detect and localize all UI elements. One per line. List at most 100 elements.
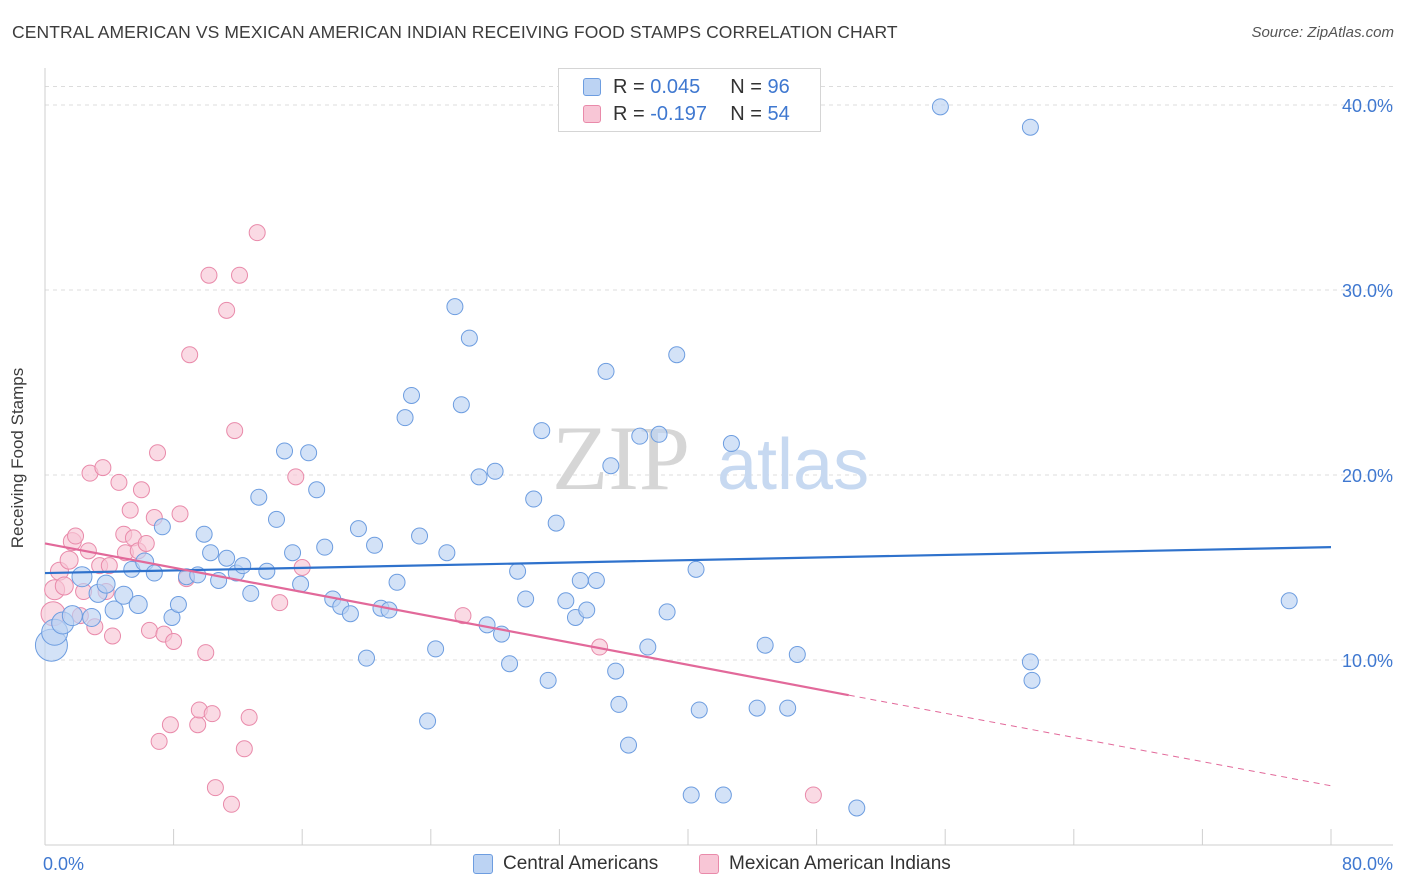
chart-title: CENTRAL AMERICAN VS MEXICAN AMERICAN IND… [12,22,898,42]
point-central-americans [517,590,535,608]
legend-r-value: -0.197 [650,102,707,125]
point-central-americans [722,435,740,453]
point-mexican-american-indians [197,644,215,662]
point-central-americans [300,444,318,462]
point-central-americans [438,544,456,562]
point-central-americans [931,98,949,116]
point-central-americans [533,422,551,440]
watermark-zip: ZIP [552,407,690,509]
point-central-americans [788,645,806,663]
point-central-americans [169,596,187,613]
point-central-americans [587,571,605,589]
point-central-americans [748,699,766,717]
gridlines [45,86,1393,661]
legend-swatch-pink [583,105,601,123]
point-central-americans [682,786,700,804]
legend-n-value: 54 [767,102,790,125]
bottom-legend-label: Mexican American Indians [729,853,951,874]
trend-lines [44,542,1332,787]
point-central-americans [202,544,220,562]
point-mexican-american-indians [54,576,74,596]
point-central-americans [610,695,628,713]
point-mexican-american-indians [454,607,472,625]
point-central-americans [403,386,421,404]
y-tick-label: 40.0% [1342,96,1393,116]
bottom-legend-swatch-blue [473,854,493,874]
point-mexican-american-indians [231,266,249,284]
point-central-americans [71,566,93,588]
point-mexican-american-indians [59,550,79,570]
legend-r-label: R = [613,75,645,98]
point-central-americans [114,585,134,605]
point-central-americans [82,607,102,627]
point-central-americans [620,736,638,754]
point-mexican-american-indians [104,627,122,645]
y-tick-label: 10.0% [1342,651,1393,671]
point-mexican-american-indians [271,594,289,612]
bottom-legend-label: Central Americans [503,853,659,874]
point-central-americans [218,549,236,567]
legend-row-mexican-american-indians: R = -0.197 N = 54 [583,102,790,126]
point-central-americans [128,595,148,614]
point-central-americans [419,712,437,730]
point-central-americans [602,457,620,475]
point-central-americans [250,488,268,506]
point-mexican-american-indians [804,786,822,804]
point-central-americans [366,536,384,554]
point-central-americans [388,573,406,591]
y-tick-label: 30.0% [1342,281,1393,301]
x-tick-label: 80.0% [1342,854,1393,874]
point-central-americans [316,538,334,556]
point-central-americans [145,564,163,582]
point-mexican-american-indians [137,534,155,552]
point-mexican-american-indians [235,740,253,758]
legend-n-label: N = [730,75,762,98]
y-tick-label: 20.0% [1342,466,1393,486]
point-mexican-american-indians [287,468,305,486]
point-mexican-american-indians [248,224,266,242]
trend-line-mexican-american-indians [44,542,849,697]
point-central-americans [578,601,596,619]
legend-swatch-blue [583,78,601,96]
point-central-americans [557,592,575,610]
point-central-americans [61,605,83,627]
point-central-americans [1023,671,1041,689]
bottom-legend-mexican-american-indians: Mexican American Indians [699,851,951,877]
point-mexican-american-indians [189,716,207,734]
correlation-legend: R = 0.045 N = 96 R = -0.197 N = 54 [558,68,821,132]
point-mexican-american-indians [222,795,240,813]
point-central-americans [848,799,866,817]
point-central-americans [756,636,774,654]
point-central-americans [1021,653,1039,671]
bottom-legend-central-americans: Central Americans [473,851,658,877]
point-central-americans [509,562,527,580]
point-central-americans [396,409,414,427]
point-central-americans [714,786,732,804]
watermark-atlas: atlas [717,425,869,505]
point-central-americans [276,442,294,460]
point-central-americans [658,603,676,621]
point-mexican-american-indians [94,459,112,477]
point-central-americans [242,584,260,602]
point-central-americans [470,468,488,486]
point-central-americans [96,574,116,594]
point-central-americans [547,514,565,532]
point-mexican-american-indians [100,557,118,575]
point-central-americans [571,571,589,589]
point-central-americans [668,346,686,364]
point-mexican-american-indians [161,716,179,734]
bottom-legend-swatch-pink [699,854,719,874]
point-central-americans [267,510,285,528]
trend-line-central-americans [44,546,1332,575]
point-central-americans [1280,592,1298,610]
point-central-americans [690,701,708,719]
point-central-americans [631,427,649,445]
legend-n-value: 96 [767,75,790,98]
legend-r-value: 0.045 [650,75,701,98]
point-central-americans [779,699,797,717]
point-central-americans [639,638,657,656]
point-central-americans [411,527,429,545]
point-mexican-american-indians [140,621,158,639]
point-mexican-american-indians [240,708,258,726]
